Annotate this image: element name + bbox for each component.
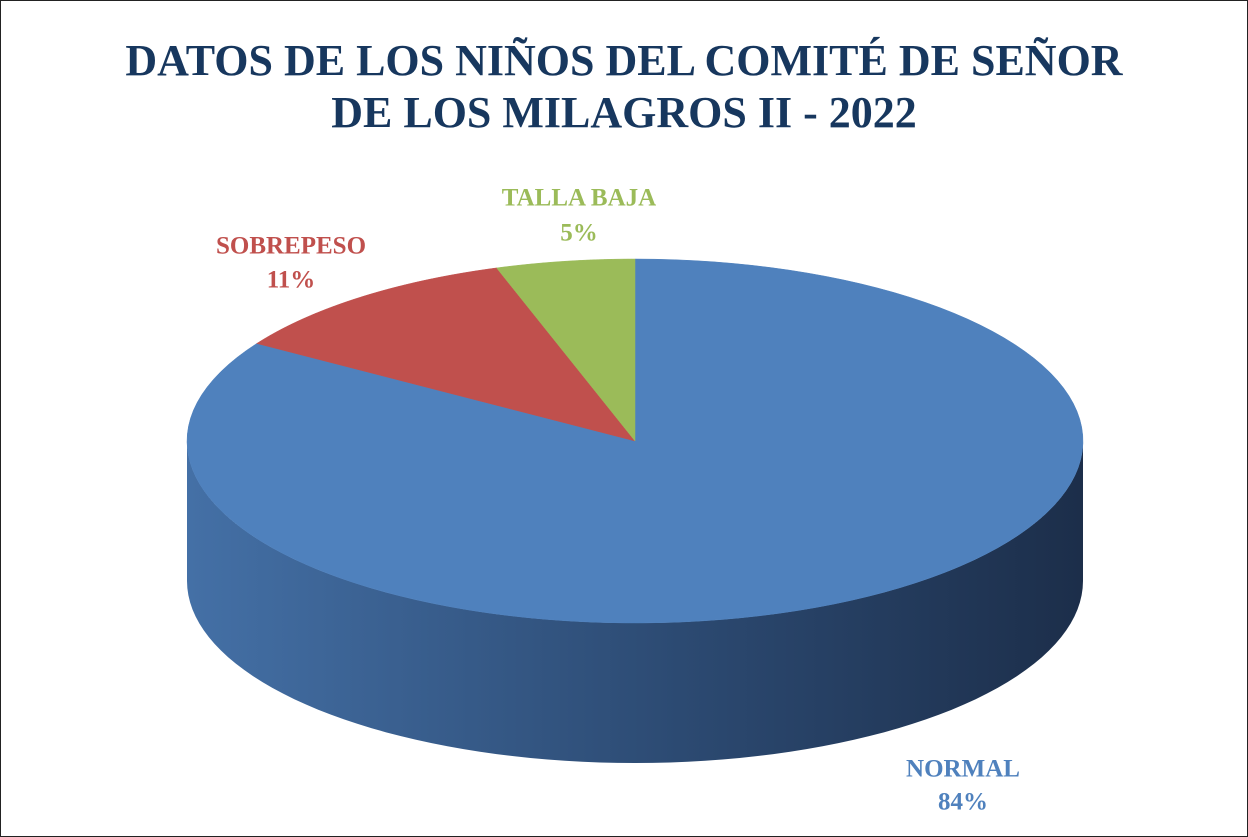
slice: [186, 258, 1084, 624]
slice: [496, 258, 636, 442]
slice-side: [187, 441, 1083, 763]
slice-label: TALLA BAJA: [502, 185, 656, 212]
chart-title: DATOS DE LOS NIÑOS DEL COMITÉ DE SEÑOR D…: [125, 36, 1123, 137]
slice: [256, 267, 636, 442]
value-label: 5%: [560, 220, 598, 247]
slice-label: SOBREPESO: [216, 233, 366, 260]
slice-label: NORMAL: [906, 756, 1020, 783]
value-label: 84%: [938, 789, 988, 816]
value-label: 11%: [267, 267, 316, 294]
